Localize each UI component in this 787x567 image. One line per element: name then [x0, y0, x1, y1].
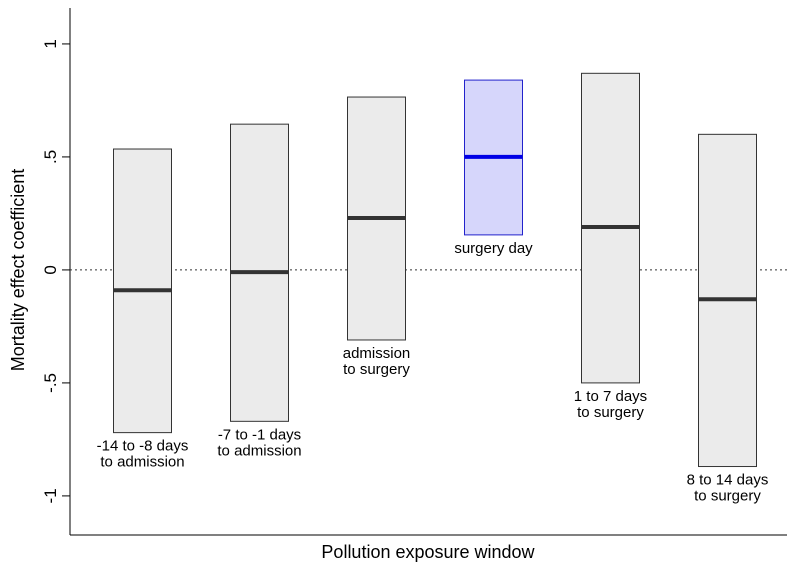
y-tick-label: -1: [41, 488, 60, 503]
y-tick-label: -.5: [41, 373, 60, 393]
bar-label: surgery day: [454, 240, 533, 257]
bar-label: admission to surgery: [343, 345, 411, 378]
x-axis-label: Pollution exposure window: [321, 542, 535, 562]
bar-label: 1 to 7 days to surgery: [574, 388, 647, 421]
bar-label: -14 to -8 days to admission: [97, 438, 189, 471]
bar-label: 8 to 14 days to surgery: [687, 472, 769, 505]
y-tick-label: 1: [41, 39, 60, 48]
y-tick-label: .5: [41, 150, 60, 164]
y-axis-label: Mortality effect coefficient: [8, 169, 28, 371]
y-tick-label: 0: [41, 265, 60, 274]
bar-label: -7 to -1 days to admission: [217, 426, 301, 459]
